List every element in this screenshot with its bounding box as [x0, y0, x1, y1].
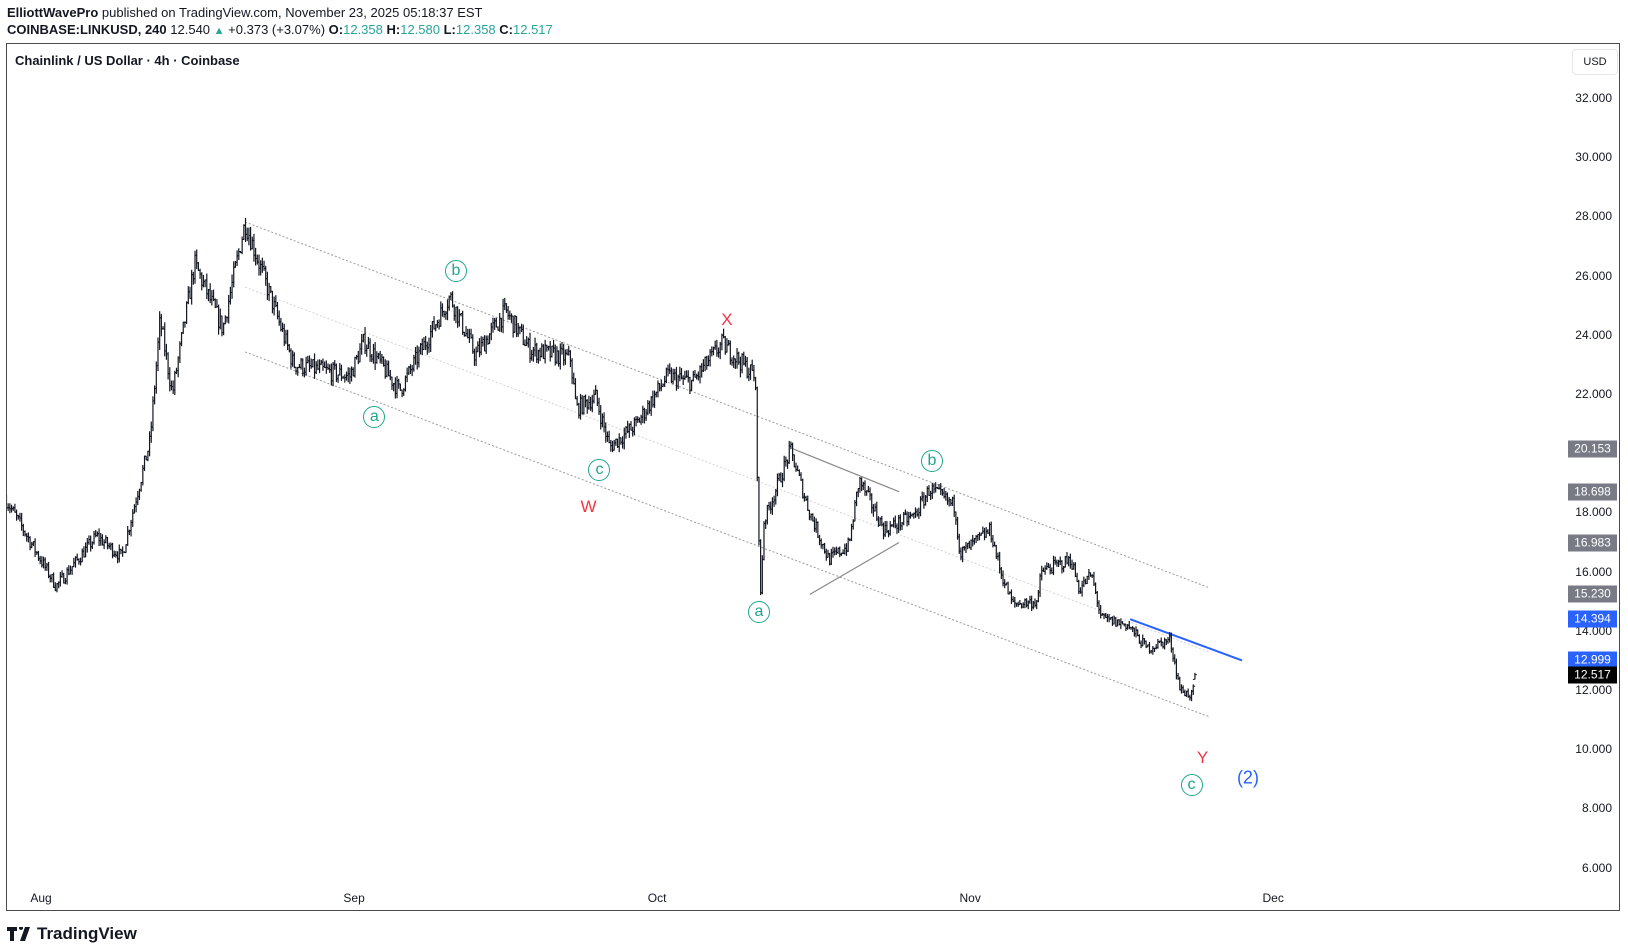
- currency-button[interactable]: USD: [1572, 49, 1618, 75]
- x-tick-label: Sep: [343, 891, 365, 905]
- published-text: published on TradingView.com, November 2…: [101, 5, 483, 20]
- wave-label-circle[interactable]: b: [444, 259, 467, 282]
- wave-label-circle[interactable]: a: [747, 600, 770, 623]
- ohlc-bar: [756, 476, 761, 546]
- high-value: 12.580: [400, 22, 440, 37]
- ohlc-bar: [755, 386, 760, 482]
- y-tick-label: 16.000: [1575, 564, 1612, 579]
- y-tick-label: 26.000: [1575, 268, 1612, 283]
- price-change: +0.373 (+3.07%): [228, 22, 326, 37]
- price-tag-blue: 14.394: [1568, 610, 1617, 628]
- wave-label-red[interactable]: Y: [1196, 748, 1209, 768]
- channel-upper-line: [244, 221, 1210, 589]
- y-tick-label: 18.000: [1575, 505, 1612, 520]
- triangle-upper-line: [792, 448, 900, 493]
- close-value: 12.517: [513, 22, 553, 37]
- wave-label-circle[interactable]: c: [588, 459, 611, 482]
- ohlc-bar: [184, 301, 189, 324]
- y-tick-label: 12.000: [1575, 683, 1612, 697]
- y-tick-label: 22.000: [1575, 387, 1612, 401]
- y-tick-label: 24.000: [1575, 327, 1612, 342]
- y-tick-label: 28.000: [1575, 209, 1612, 224]
- author-name[interactable]: ElliottWavePro: [7, 5, 99, 20]
- ohlc-bar: [125, 526, 130, 546]
- last-price: 12.540: [170, 22, 211, 37]
- x-tick-label: Nov: [959, 891, 981, 905]
- y-tick-label: 30.000: [1575, 150, 1612, 165]
- y-tick-label: 10.000: [1575, 742, 1612, 757]
- triangle-lower-line: [809, 541, 900, 595]
- publish-info: ElliottWavePro published on TradingView.…: [7, 5, 483, 20]
- close-label: C:: [499, 22, 513, 37]
- chart-title: Chainlink / US Dollar · 4h · Coinbase: [15, 53, 240, 68]
- logo-text: TradingView: [37, 924, 137, 943]
- high-label: H:: [386, 22, 401, 37]
- price-tag-blue: 12.999: [1568, 651, 1617, 669]
- low-value: 12.358: [455, 22, 496, 37]
- ohlc-bar: [1192, 672, 1197, 680]
- chart-frame[interactable]: [6, 43, 1620, 911]
- price-tag-gray: 18.698: [1568, 483, 1617, 501]
- ohlc-bars: [7, 217, 1197, 702]
- tradingview-logo[interactable]: TradingView: [7, 924, 137, 944]
- channel-lower-line: [244, 351, 1210, 718]
- blue-trendline: [1129, 618, 1243, 662]
- price-tag-last: 12.517: [1568, 666, 1617, 684]
- wave-label-circle[interactable]: b: [920, 449, 943, 472]
- y-tick-label: 32.000: [1575, 91, 1612, 105]
- wave-label-red[interactable]: W: [580, 497, 597, 517]
- price-tag-gray: 16.983: [1568, 534, 1617, 551]
- symbol: COINBASE:LINKUSD, 240: [7, 22, 167, 37]
- open-value: 12.358: [343, 22, 383, 37]
- ohlc-bar: [179, 332, 184, 347]
- y-tick-label: 8.000: [1581, 801, 1612, 816]
- ohlc-bar: [1191, 684, 1196, 696]
- wave-label-blue[interactable]: (2): [1236, 767, 1259, 788]
- x-tick-label: Aug: [30, 891, 52, 905]
- low-label: L:: [443, 22, 456, 37]
- symbol-legend: COINBASE:LINKUSD, 240 12.540 ▲ +0.373 (+…: [7, 22, 553, 37]
- wave-label-red[interactable]: X: [721, 310, 733, 329]
- ohlc-bar: [888, 521, 893, 536]
- wave-label-circle[interactable]: a: [363, 406, 386, 429]
- price-tag-gray: 15.230: [1568, 585, 1617, 603]
- y-tick-label: 6.000: [1581, 860, 1612, 875]
- x-tick-label: Oct: [647, 891, 667, 905]
- tradingview-logo-icon: [7, 927, 30, 941]
- wave-label-circle[interactable]: c: [1180, 774, 1203, 797]
- up-triangle-icon: ▲: [213, 25, 225, 37]
- x-tick-label: Dec: [1262, 891, 1284, 905]
- open-label: O:: [328, 22, 344, 37]
- price-tag-gray: 20.153: [1568, 440, 1617, 458]
- drawings-layer: [244, 221, 1243, 718]
